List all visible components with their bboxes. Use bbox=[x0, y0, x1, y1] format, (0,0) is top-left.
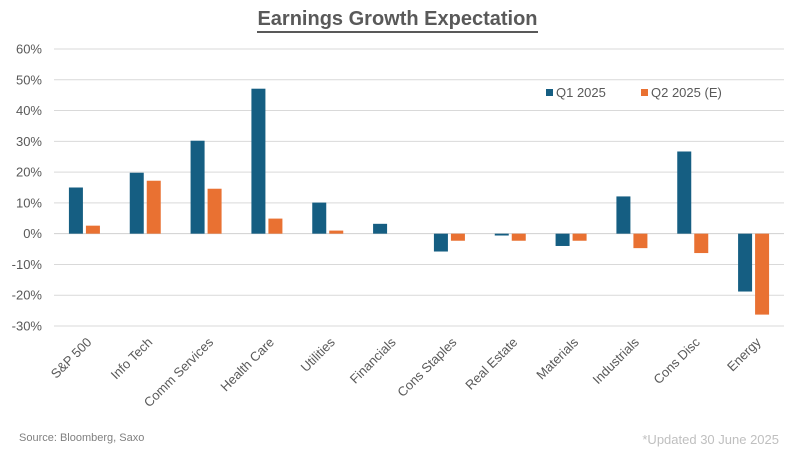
bar-q1 bbox=[251, 88, 266, 234]
bar-q2 bbox=[755, 233, 770, 315]
x-tick-label: Cons Disc bbox=[650, 334, 703, 387]
bars bbox=[68, 88, 770, 315]
updated-note: *Updated 30 June 2025 bbox=[642, 432, 779, 447]
bar-q1 bbox=[616, 196, 631, 234]
legend: Q1 2025 Q2 2025 (E) bbox=[546, 85, 722, 100]
bar-q2 bbox=[146, 180, 161, 234]
bar-q1 bbox=[677, 151, 692, 234]
bar-q2 bbox=[85, 225, 100, 234]
x-tick-label: Energy bbox=[724, 334, 764, 374]
x-tick-label: Cons Staples bbox=[394, 334, 460, 400]
x-tick-label: S&P 500 bbox=[48, 335, 95, 382]
y-tick-label: 30% bbox=[16, 134, 42, 149]
bar-q1 bbox=[555, 233, 570, 246]
bar-q1 bbox=[738, 233, 753, 292]
bar-chart: 60% 50% 40% 30% 20% 10% 0% -10% -20% -30% S&P 500… bbox=[12, 42, 784, 410]
y-tick-label: 50% bbox=[16, 72, 42, 87]
x-tick-label: Materials bbox=[533, 334, 581, 382]
y-tick-label: -10% bbox=[12, 257, 43, 272]
bar-q1 bbox=[494, 233, 509, 236]
chart-title: Earnings Growth Expectation bbox=[0, 8, 795, 33]
x-tick-label: Financials bbox=[347, 334, 399, 386]
x-tick-label: Industrials bbox=[590, 334, 643, 387]
y-tick-label: 60% bbox=[16, 42, 42, 57]
y-axis: 60% 50% 40% 30% 20% 10% 0% -10% -20% -30% bbox=[12, 42, 43, 334]
y-tick-label: -20% bbox=[12, 288, 43, 303]
x-tick-label: Real Estate bbox=[462, 335, 520, 393]
bar-q2 bbox=[572, 233, 587, 241]
bar-q2 bbox=[694, 233, 709, 254]
y-tick-label: 40% bbox=[16, 103, 42, 118]
bar-q2 bbox=[450, 233, 465, 241]
bar-q1 bbox=[312, 202, 327, 234]
bar-q1 bbox=[433, 233, 448, 252]
legend-swatch bbox=[546, 89, 553, 96]
legend-swatch bbox=[641, 89, 648, 96]
bar-q2 bbox=[511, 233, 526, 241]
y-tick-label: -30% bbox=[12, 319, 43, 334]
x-tick-label: Info Tech bbox=[108, 335, 156, 383]
source-note: Source: Bloomberg, Saxo bbox=[19, 432, 145, 444]
bar-q1 bbox=[68, 187, 83, 234]
gridlines bbox=[54, 48, 784, 327]
y-tick-label: 20% bbox=[16, 165, 42, 180]
legend-label: Q1 2025 bbox=[556, 85, 606, 100]
bar-q2 bbox=[633, 233, 648, 249]
bar-q2 bbox=[268, 218, 283, 234]
bar-q2 bbox=[329, 230, 344, 234]
chart-title-text: Earnings Growth Expectation bbox=[257, 8, 538, 33]
x-tick-label: Health Care bbox=[217, 335, 277, 395]
y-tick-label: 0% bbox=[23, 226, 42, 241]
legend-label: Q2 2025 (E) bbox=[651, 85, 722, 100]
x-tick-label: Utilities bbox=[298, 334, 339, 375]
bar-q1 bbox=[129, 172, 144, 234]
y-tick-label: 10% bbox=[16, 195, 42, 210]
bar-q1 bbox=[190, 140, 205, 234]
bar-q2 bbox=[207, 188, 222, 234]
bar-q1 bbox=[373, 223, 388, 234]
